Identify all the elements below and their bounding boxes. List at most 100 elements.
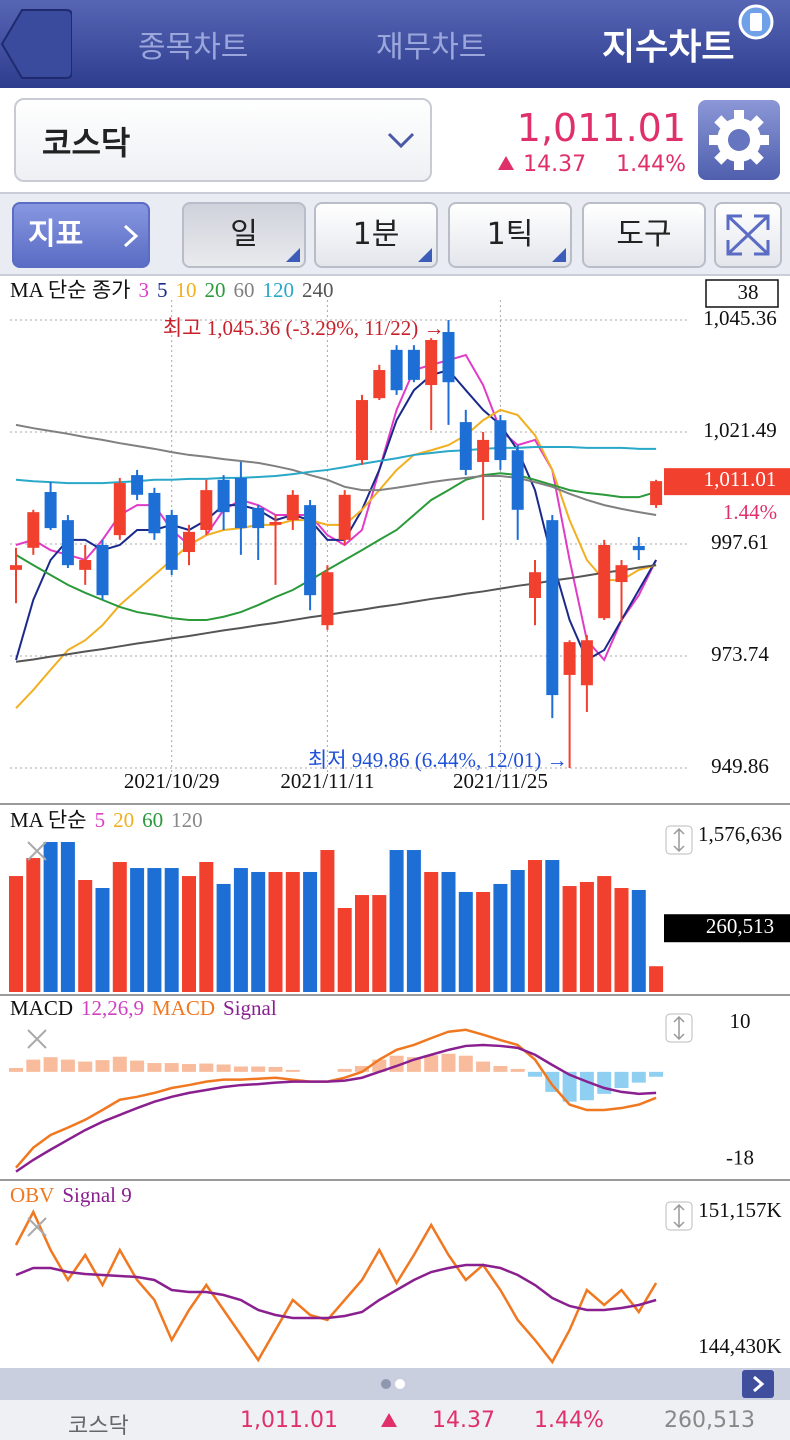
legend-item: 20 [204,278,225,302]
period-button[interactable]: 일 [182,202,306,268]
volume-bar [424,871,439,992]
period-button[interactable]: 1분 [314,202,438,268]
volume-bar [649,966,664,992]
volume-bar [528,860,542,992]
toolbar: 지표 일 1분 1틱 도구 [0,194,790,276]
y-tick-label: 10 [730,1009,751,1033]
volume-bar [493,883,508,992]
status-volume: 260,513 [664,1408,755,1433]
candle-body [321,572,334,626]
status-bar: 코스닥 1,011.01 14.37 1.44% 260,513 [0,1400,790,1440]
histogram-bar [182,1064,196,1072]
tab-active[interactable]: 지수차트 [602,27,735,68]
histogram-bar [268,1066,283,1072]
volume-bar [597,876,612,992]
volume-bar [372,895,387,992]
count-box [705,279,779,308]
histogram-bar [528,1071,542,1077]
histogram-bar [614,1071,629,1088]
back-button[interactable] [0,8,72,80]
histogram-bar [597,1071,612,1094]
candle-body [356,400,368,461]
legend-item: 20 [113,808,134,832]
candle-body [148,492,161,534]
candle-body [580,640,593,686]
candle-body [494,420,507,461]
refresh-icon[interactable] [736,2,776,42]
y-tick-label: 949.86 [711,754,769,778]
volume-bar [631,889,646,992]
index-row: 코스닥 1,011.01 14.37 1.44% [0,88,790,194]
histogram-bar [649,1071,664,1077]
volume-bar [216,883,231,992]
indicator-button[interactable]: 지표 [12,202,150,268]
volume-bar [614,888,629,992]
tab[interactable]: 종목차트 [138,30,249,65]
legend-item: 3 [138,278,149,302]
histogram-bar [26,1059,41,1072]
button-label: 1틱 [486,217,534,252]
candle-body [286,494,299,521]
volume-bar [476,891,491,992]
candle-body [529,572,541,599]
histogram-bar [78,1061,93,1072]
candle-body [511,450,524,510]
period-button[interactable]: 1틱 [448,202,572,268]
legend-item: 60 [233,278,254,302]
candle-body [563,642,576,675]
volume-bar [389,850,404,992]
legend: MACD 12,26,9 MACD Signal [10,996,277,1020]
histogram-bar [476,1061,491,1072]
histogram-bar [355,1065,369,1072]
button-label: 1분 [352,217,400,252]
current-volume-label: 260,513 [706,914,774,938]
volume-bar [130,868,145,992]
volume-bar [164,868,179,992]
volume-bar [562,886,577,992]
expand-button[interactable] [714,202,782,268]
volume-bar [147,868,162,992]
index-dropdown[interactable]: 코스닥 [14,98,432,182]
chevron [387,132,415,149]
histogram-bar [95,1060,110,1072]
histogram-bar [337,1068,352,1072]
y-tick-label: -18 [726,1146,754,1170]
legend: MA 단순 5 20 60 120 [10,808,203,832]
volume-bar [251,871,266,992]
volume-bar [199,861,214,992]
resize-arrow [673,1015,685,1041]
tool-button[interactable]: 도구 [582,202,706,268]
scroll-bar [0,1368,790,1400]
volume-bar [320,850,335,992]
histogram-bar [579,1071,594,1101]
histogram-bar [285,1069,300,1072]
volume-bar [579,881,594,992]
histogram-bar [510,1068,525,1072]
current-price-label: 1,011.01 [704,467,777,491]
candle-body [61,520,74,566]
legend-item: 240 [302,278,334,302]
y-tick-label: 1,045.36 [703,306,777,330]
button-label: 일 [230,217,258,252]
histogram-bar [199,1063,214,1072]
legend-item: 120 [171,808,203,832]
status-change: 14.37 [432,1408,495,1433]
candle-body [79,560,92,570]
close-icon [27,841,47,861]
tab[interactable]: 재무차트 [376,30,487,65]
histogram-bar [60,1059,75,1072]
settings-button[interactable] [698,100,780,180]
x-tick-label: 2021/10/29 [124,769,220,793]
candle-body [200,490,213,530]
legend-item: 5 [95,808,106,832]
line [15,408,657,709]
line [15,472,657,622]
candle-body [217,479,230,513]
volume-bar [337,907,352,992]
line [15,1043,657,1173]
volume-bar [406,850,421,992]
legend-item: Signal 9 [62,1183,131,1207]
status-price: 1,011.01 [240,1408,338,1433]
y-tick-label: 997.61 [711,530,769,554]
